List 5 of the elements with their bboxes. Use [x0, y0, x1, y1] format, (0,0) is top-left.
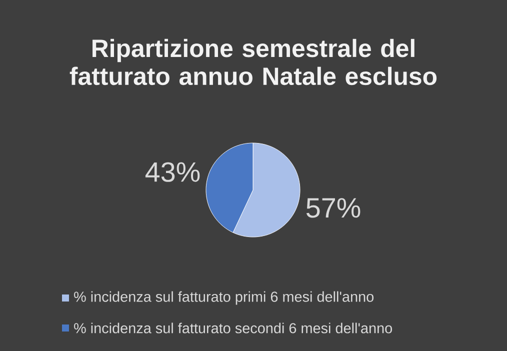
- data-label: 57%: [306, 198, 360, 218]
- legend-label: % incidenza sul fatturato primi 6 mesi dell'anno: [74, 291, 374, 305]
- legend-label: % incidenza sul fatturato secondi 6 mesi dell'anno: [74, 322, 392, 334]
- chart-title: Ripartizione semestrale del fatturato annuo Natale escluso: [70, 38, 437, 86]
- data-label: 43%: [145, 162, 200, 182]
